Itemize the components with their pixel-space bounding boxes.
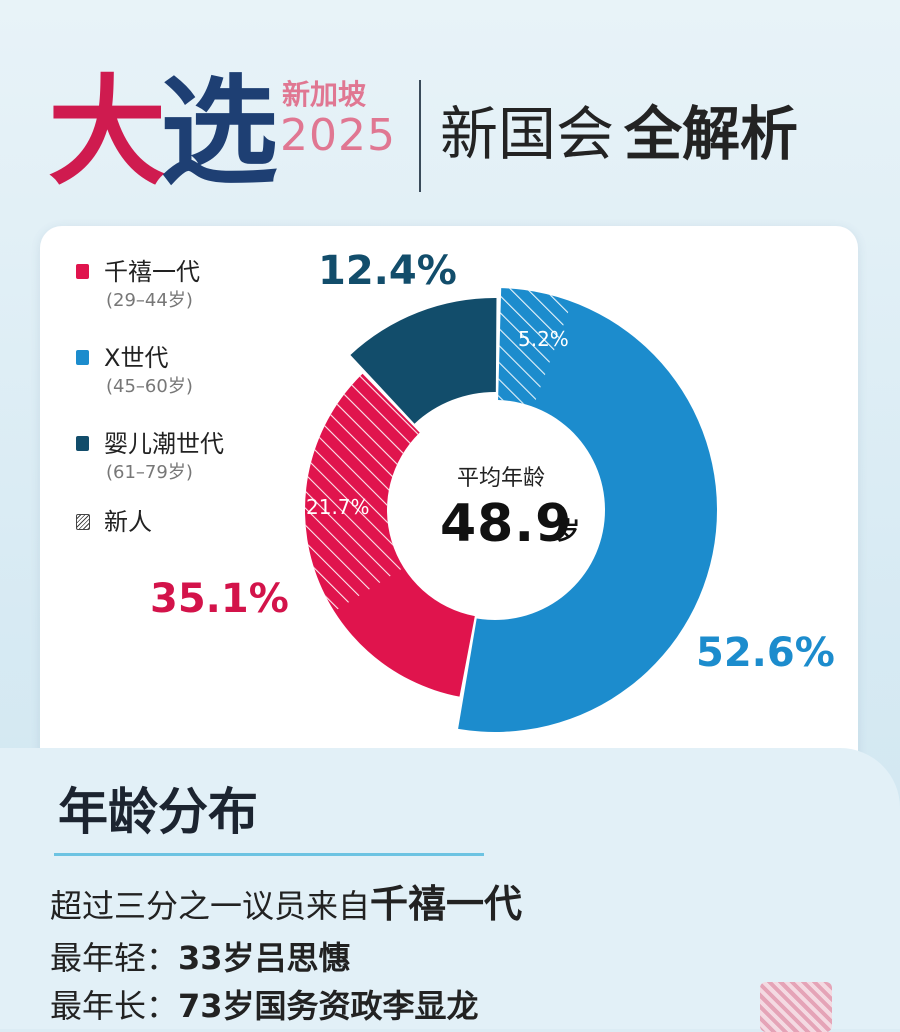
summary-line-2-label: 最年轻： (50, 939, 179, 977)
logo-year: 2025 (280, 110, 396, 161)
summary-line-1-text: 超过三分之一议员来自 (50, 887, 371, 925)
data-label-boomer: 12.4% (318, 248, 457, 294)
blurred-image (760, 982, 832, 1032)
logo-char-1: 大 (48, 63, 166, 201)
legend-range: (29–44岁) (106, 290, 193, 311)
summary-line-3: 最年长：73岁国务资政李显龙 (50, 986, 479, 1026)
center-value: 48.9 (440, 494, 573, 554)
summary-line-3-label: 最年长： (50, 987, 179, 1025)
legend-swatch-navy (76, 436, 89, 451)
summary-panel (0, 748, 900, 1029)
page-title: 新国会 全解析 (440, 96, 798, 172)
title-bold: 全解析 (624, 100, 799, 168)
legend-label: X世代 (104, 344, 169, 372)
title-regular: 新国会 (440, 100, 615, 168)
summary-line-1-highlight: 千禧一代 (370, 882, 523, 926)
section-rule (54, 853, 484, 856)
inner-label-millennial-new: 21.7% (306, 495, 370, 519)
center-label: 平均年龄 (456, 466, 545, 491)
summary-line-2-value: 33岁吕思憓 (178, 939, 351, 977)
legend-label: 婴儿潮世代 (104, 430, 224, 458)
legend-label: 千禧一代 (104, 258, 200, 286)
donut-new-hatch-1 (498, 288, 573, 407)
donut-slice-2 (350, 298, 497, 424)
legend-swatch-red (76, 264, 89, 279)
legend-range: (45–60岁) (106, 376, 193, 397)
header-divider (419, 80, 421, 192)
summary-line-1: 超过三分之一议员来自千禧一代 (50, 884, 522, 926)
legend-swatch-blue (76, 350, 89, 365)
data-label-genx: 52.6% (696, 630, 835, 676)
center-unit: 岁 (556, 517, 580, 545)
legend-label: 新人 (104, 508, 152, 536)
legend-swatch-hatched (76, 514, 90, 530)
inner-label-genx-new: 5.2% (518, 327, 569, 351)
section-title: 年龄分布 (58, 783, 258, 841)
donut-new-hatch-0 (305, 373, 420, 612)
logo-country: 新加坡 (282, 78, 367, 111)
legend-range: (61–79岁) (106, 462, 193, 483)
summary-line-2: 最年轻：33岁吕思憓 (50, 938, 351, 978)
summary-line-3-value: 73岁国务资政李显龙 (178, 987, 479, 1025)
logo-election: 大选 (48, 62, 278, 202)
logo-char-2: 选 (160, 63, 278, 201)
data-label-millennial: 35.1% (150, 576, 289, 622)
